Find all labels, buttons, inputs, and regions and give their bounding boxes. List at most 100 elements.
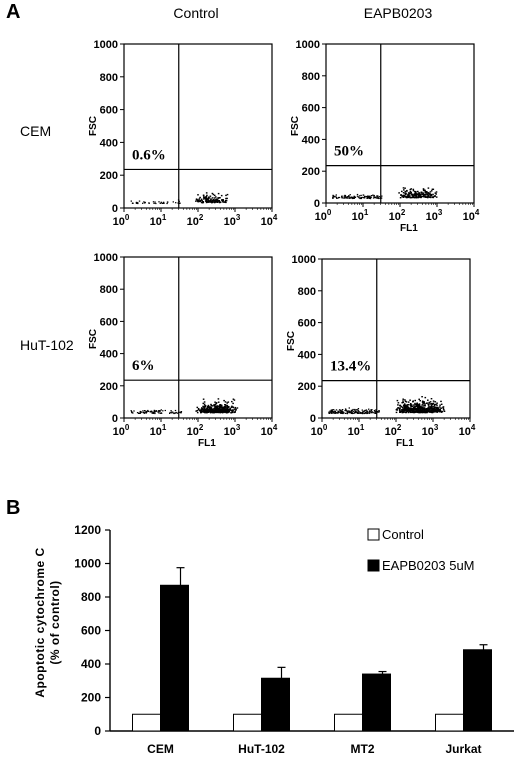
event-dot: [333, 411, 335, 413]
y-tick-label: 400: [100, 349, 118, 361]
event-dot: [404, 192, 407, 194]
event-dot: [424, 189, 426, 191]
plot-frame: [325, 43, 475, 204]
event-dot: [378, 410, 380, 412]
event-dot: [432, 410, 435, 412]
event-dot: [398, 409, 401, 411]
event-dot: [433, 406, 435, 408]
event-dot: [221, 408, 224, 410]
event-dot: [429, 196, 431, 198]
x-tick-label: 101: [150, 213, 167, 228]
x-tick-base: 10: [150, 426, 162, 438]
event-dot: [223, 411, 226, 413]
event-dot: [177, 202, 180, 204]
event-dot: [206, 201, 209, 203]
event-dot: [159, 202, 161, 204]
event-dot: [213, 410, 216, 412]
event-dot: [155, 202, 157, 205]
event-dot: [334, 412, 337, 414]
x-tick-base: 10: [187, 426, 199, 438]
event-dot: [207, 198, 210, 200]
event-dot: [222, 410, 225, 412]
event-dot: [442, 406, 445, 408]
event-dot: [145, 411, 148, 413]
event-dot: [428, 195, 430, 197]
y-tick-label: 0: [112, 413, 118, 425]
event-dot: [179, 202, 181, 204]
event-dot: [418, 408, 421, 410]
event-dot: [130, 200, 132, 202]
event-dot: [155, 410, 158, 412]
event-dot: [415, 403, 417, 406]
event-dot: [144, 410, 146, 412]
event-dot: [224, 201, 226, 203]
event-dot: [419, 400, 421, 402]
event-dot: [209, 407, 212, 410]
event-dot: [430, 403, 433, 405]
event-dot: [145, 412, 147, 414]
x-tick-exponent: 2: [397, 423, 402, 432]
event-dot: [404, 195, 406, 197]
event-dot: [210, 410, 212, 412]
event-dot: [206, 405, 209, 408]
event-dot: [209, 408, 212, 410]
event-dot: [416, 403, 419, 405]
event-dot: [227, 409, 230, 412]
event-dot: [366, 412, 368, 415]
event-dot: [147, 409, 149, 412]
event-dot: [329, 410, 331, 412]
event-dot: [206, 411, 208, 414]
event-dot: [443, 409, 445, 411]
event-dot: [411, 405, 413, 407]
x-tick-exponent: 1: [364, 208, 369, 217]
event-dot: [440, 411, 443, 413]
event-dot: [356, 411, 359, 413]
event-dot: [426, 193, 429, 196]
x-tick-label: 102: [187, 423, 204, 438]
event-dot: [215, 199, 217, 201]
legend-label: Control: [382, 527, 424, 542]
x-tick-label: 104: [463, 208, 480, 223]
event-dot: [361, 412, 363, 414]
event-dot: [232, 402, 234, 405]
event-dot: [407, 195, 409, 197]
event-dot: [414, 406, 417, 408]
event-dot: [425, 410, 428, 412]
event-dot: [401, 410, 403, 413]
x-tick-base: 10: [422, 426, 434, 438]
event-dot: [429, 401, 432, 403]
event-dot: [407, 196, 410, 198]
y-tick-label: 600: [81, 624, 101, 638]
event-dot: [439, 409, 441, 412]
event-dot: [423, 409, 426, 412]
event-dot: [409, 188, 412, 191]
x-tick-label: 102: [187, 213, 204, 228]
event-dot: [416, 402, 418, 404]
event-dot: [215, 408, 217, 410]
x-axis-label: FL1: [400, 223, 418, 234]
event-dot: [412, 406, 415, 408]
panel-b-letter: B: [6, 497, 20, 519]
event-dot: [207, 407, 210, 409]
event-dot: [422, 192, 425, 194]
y-tick-label: 800: [100, 72, 118, 84]
event-dot: [358, 412, 360, 414]
event-dot: [344, 196, 346, 198]
event-dot: [425, 408, 427, 411]
y-tick-label: 200: [298, 381, 316, 393]
event-dot: [130, 410, 132, 412]
event-dot: [414, 196, 417, 199]
event-dot: [412, 195, 414, 197]
event-dot: [433, 195, 436, 197]
event-dot: [427, 404, 430, 406]
event-dot: [432, 193, 434, 196]
event-dot: [341, 409, 344, 411]
event-dot: [435, 196, 438, 198]
event-dot: [402, 404, 405, 406]
event-dot: [431, 408, 433, 410]
x-tick-label: 103: [426, 208, 443, 223]
event-dot: [340, 412, 342, 414]
event-dot: [435, 409, 437, 411]
event-dot: [215, 196, 217, 198]
